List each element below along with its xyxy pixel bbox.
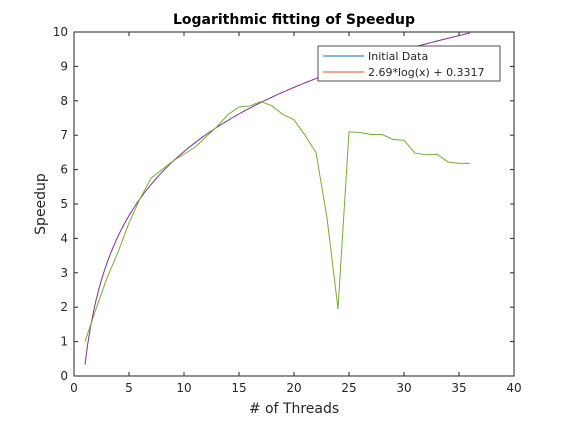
plot-background <box>74 32 514 376</box>
y-tick-label: 2 <box>60 300 68 314</box>
y-tick-label: 10 <box>53 25 68 39</box>
x-tick-label: 15 <box>231 381 246 395</box>
x-tick-label: 30 <box>396 381 411 395</box>
x-tick-label: 25 <box>341 381 356 395</box>
y-axis-label: Speedup <box>33 173 49 235</box>
x-tick-label: 20 <box>286 381 301 395</box>
x-tick-label: 40 <box>506 381 521 395</box>
legend-label-fit: 2.69*log(x) + 0.3317 <box>368 66 485 79</box>
legend-label-initial-data: Initial Data <box>368 50 428 63</box>
y-tick-label: 4 <box>60 231 68 245</box>
x-axis-ticks: 0 5 10 15 20 25 30 35 40 <box>70 32 522 395</box>
series-line-initial-data <box>84 100 470 342</box>
y-tick-label: 0 <box>60 369 68 383</box>
axes-box <box>73 31 515 377</box>
y-tick-label: 3 <box>60 266 68 280</box>
x-axis-label: # of Threads <box>249 401 339 417</box>
y-tick-label: 6 <box>60 163 68 177</box>
legend-box <box>317 45 501 82</box>
y-tick-label: 5 <box>60 197 68 211</box>
x-tick-label: 35 <box>451 381 466 395</box>
x-tick-label: 5 <box>125 381 133 395</box>
chart-title: Logarithmic fitting of Speedup <box>173 12 415 28</box>
y-tick-label: 9 <box>60 59 68 73</box>
plot-area: 0 5 10 15 20 25 30 35 40 0 1 2 3 4 5 6 7 8 9 10 <box>53 25 522 395</box>
x-tick-label: 0 <box>70 381 78 395</box>
y-tick-label: 1 <box>60 335 68 349</box>
y-axis-ticks: 0 1 2 3 4 5 6 7 8 9 10 <box>53 25 514 383</box>
x-tick-label: 10 <box>176 381 191 395</box>
legend: Initial Data 2.69*log(x) + 0.3317 <box>317 45 501 82</box>
y-tick-label: 7 <box>60 128 68 142</box>
y-tick-label: 8 <box>60 94 68 108</box>
